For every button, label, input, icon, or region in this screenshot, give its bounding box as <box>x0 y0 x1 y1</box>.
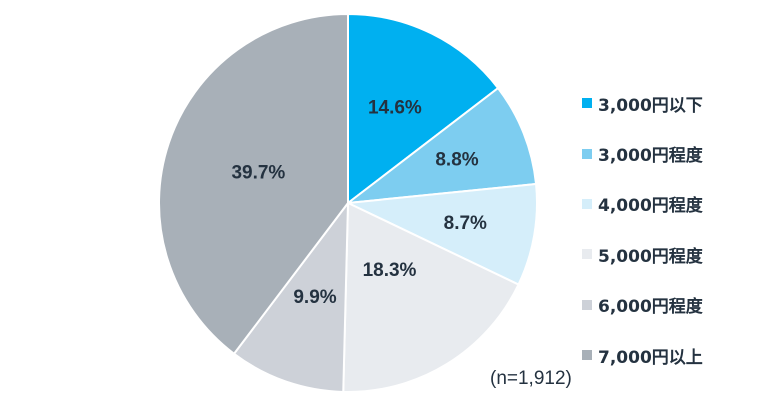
legend-item-3000: 3,000円程度 <box>582 128 703 178</box>
legend-label: 4,000円程度 <box>598 196 703 217</box>
legend-item-6000: 6,000円程度 <box>582 280 703 330</box>
legend-item-over-7000: 7,000円以上 <box>582 330 703 380</box>
pie-slices <box>158 12 538 393</box>
legend-item-5000: 5,000円程度 <box>582 229 703 279</box>
legend-label: 7,000円以上 <box>598 347 703 368</box>
pie-labels: 14.6% 8.8% 8.7% 18.3% 9.9% 39.7% <box>231 98 487 309</box>
legend-label: 5,000円程度 <box>598 246 703 267</box>
legend-swatch <box>582 249 592 260</box>
legend-swatch <box>582 350 592 361</box>
data-label: 18.3% <box>363 260 417 281</box>
pie-slice <box>344 86 538 205</box>
legend: 3,000円以下 3,000円程度 4,000円程度 5,000円程度 6,00… <box>582 78 703 380</box>
legend-swatch <box>582 98 592 109</box>
pie-slice <box>342 201 520 393</box>
pie-slice <box>232 199 350 393</box>
legend-item-4000: 4,000円程度 <box>582 179 703 229</box>
legend-swatch <box>582 299 592 310</box>
data-label: 14.6% <box>368 98 422 119</box>
sample-size-note: (n=1,912) <box>490 368 572 389</box>
pie-slice <box>158 12 349 356</box>
legend-label: 3,000円程度 <box>598 146 703 167</box>
pie-slice <box>347 12 500 206</box>
data-label: 8.7% <box>444 213 487 234</box>
legend-label: 3,000円以下 <box>598 95 703 116</box>
pie-slice <box>344 182 538 286</box>
legend-swatch <box>582 148 592 159</box>
legend-item-under-3000: 3,000円以下 <box>582 78 703 128</box>
legend-swatch <box>582 198 592 209</box>
legend-label: 6,000円程度 <box>598 297 703 318</box>
data-label: 9.9% <box>293 287 336 308</box>
data-label: 8.8% <box>435 149 478 170</box>
data-label: 39.7% <box>231 163 285 184</box>
